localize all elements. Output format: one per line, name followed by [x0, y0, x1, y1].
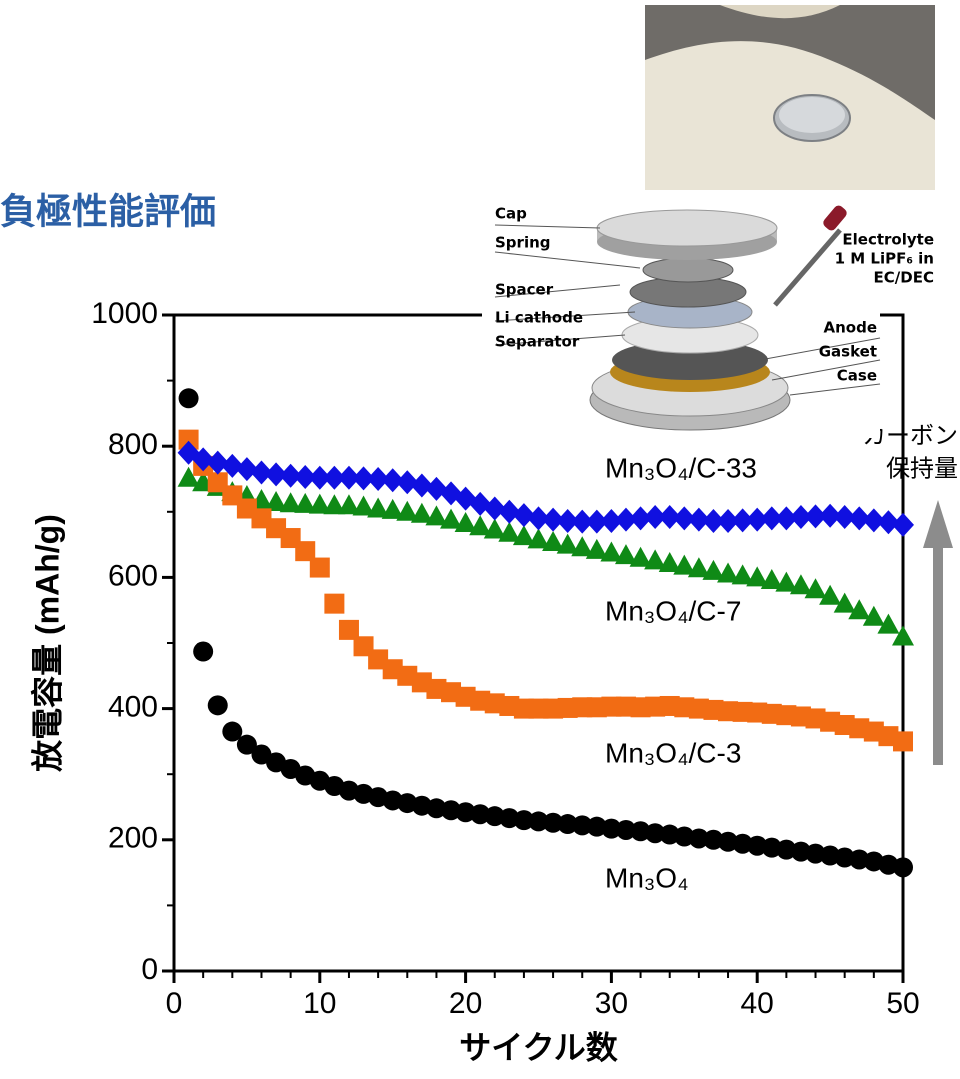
- arrow: [923, 500, 953, 765]
- diagram-label: Separator: [495, 333, 580, 351]
- point: [892, 513, 914, 537]
- photo: [645, 5, 935, 190]
- y-tick-label: 800: [108, 428, 158, 461]
- point: [193, 642, 213, 662]
- point: [310, 558, 330, 578]
- y-tick-label: 200: [108, 822, 158, 855]
- x-tick-label: 10: [303, 987, 336, 1020]
- y-tick-label: 400: [108, 691, 158, 724]
- y-axis-title: 放電容量 (mAh/g): [29, 514, 65, 772]
- diagram-label: Li cathode: [495, 309, 583, 327]
- diagram-label: Cap: [495, 205, 527, 223]
- x-tick-label: 30: [595, 987, 628, 1020]
- series-label: Mn₃O₄: [605, 862, 689, 893]
- x-axis-title: サイクル数: [459, 1029, 618, 1065]
- chart-title: 負極性能評価: [0, 191, 216, 232]
- series-label: Mn₃O₄/C-3: [605, 737, 741, 768]
- point: [324, 594, 344, 614]
- electrolyte-label: Electrolyte: [842, 231, 934, 249]
- series-label: Mn₃O₄/C-33: [605, 452, 757, 483]
- y-tick-label: 1000: [91, 297, 158, 330]
- x-tick-label: 40: [741, 987, 774, 1020]
- x-tick-label: 0: [166, 987, 183, 1020]
- diagram-label: Spring: [495, 234, 551, 252]
- point: [179, 388, 199, 408]
- diagram-label: Case: [837, 367, 877, 385]
- annotation: 保持量: [886, 455, 958, 482]
- chart: 負極性能評価 0 200 400 600 800 1000 0 10 20 30 40 50 サイクル数…: [0, 0, 960, 1079]
- point: [893, 731, 913, 751]
- point: [893, 857, 913, 877]
- electrolyte-label: EC/DEC: [874, 269, 934, 287]
- point: [208, 695, 228, 715]
- diagram-label: Spacer: [495, 281, 554, 299]
- diagram-label: Gasket: [819, 343, 877, 361]
- y-tick-label: 0: [141, 953, 158, 986]
- diagram-label: Anode: [823, 319, 877, 337]
- series-label: Mn₃O₄/C-7: [605, 595, 741, 626]
- y-tick-label: 600: [108, 559, 158, 592]
- x-tick-label: 20: [449, 987, 482, 1020]
- electrolyte-label: 1 M LiPF₆ in: [835, 250, 934, 268]
- x-tick-label: 50: [886, 987, 919, 1020]
